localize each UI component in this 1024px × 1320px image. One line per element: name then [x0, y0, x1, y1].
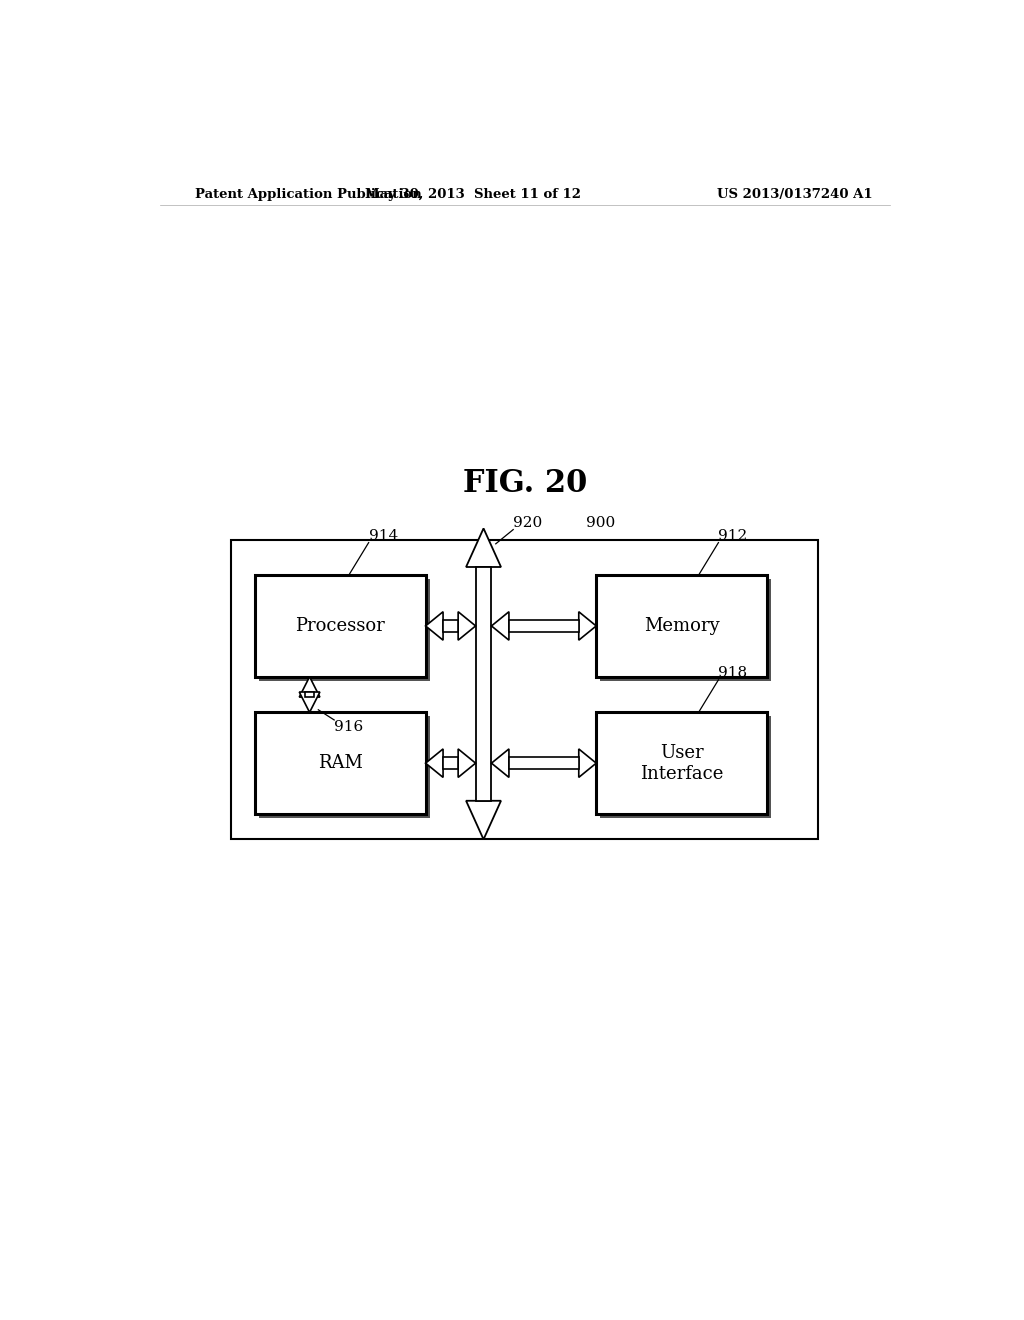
Bar [600, 579, 771, 681]
Bar [231, 540, 818, 840]
Bar [305, 692, 314, 697]
Bar [255, 713, 426, 814]
Text: Patent Application Publication: Patent Application Publication [196, 189, 422, 202]
Text: Processor: Processor [295, 616, 385, 635]
Polygon shape [426, 748, 443, 777]
Text: May 30, 2013  Sheet 11 of 12: May 30, 2013 Sheet 11 of 12 [366, 189, 582, 202]
Text: US 2013/0137240 A1: US 2013/0137240 A1 [717, 189, 872, 202]
Polygon shape [492, 748, 509, 777]
Bar [596, 713, 767, 814]
Text: User
Interface: User Interface [640, 743, 723, 783]
Text: 914: 914 [369, 528, 398, 543]
Text: 912: 912 [719, 528, 748, 543]
Polygon shape [466, 528, 501, 568]
Polygon shape [458, 748, 475, 777]
Bar [259, 579, 430, 681]
Polygon shape [492, 611, 509, 640]
Polygon shape [426, 611, 443, 640]
Bar [596, 576, 767, 677]
Polygon shape [466, 801, 501, 840]
Polygon shape [299, 692, 319, 713]
Text: RAM: RAM [317, 754, 362, 772]
Bar [443, 620, 458, 632]
Text: 900: 900 [586, 516, 614, 531]
Polygon shape [299, 677, 319, 697]
Bar [255, 576, 426, 677]
Text: 918: 918 [719, 665, 748, 680]
Text: FIG. 20: FIG. 20 [463, 469, 587, 499]
Bar [509, 620, 579, 632]
Text: 920: 920 [513, 516, 543, 529]
Bar [259, 717, 430, 818]
Polygon shape [579, 611, 596, 640]
Bar [475, 568, 492, 801]
Bar [443, 758, 458, 770]
Bar [600, 717, 771, 818]
Text: Memory: Memory [644, 616, 719, 635]
Text: 916: 916 [334, 719, 364, 734]
Polygon shape [579, 748, 596, 777]
Bar [509, 758, 579, 770]
Polygon shape [458, 611, 475, 640]
